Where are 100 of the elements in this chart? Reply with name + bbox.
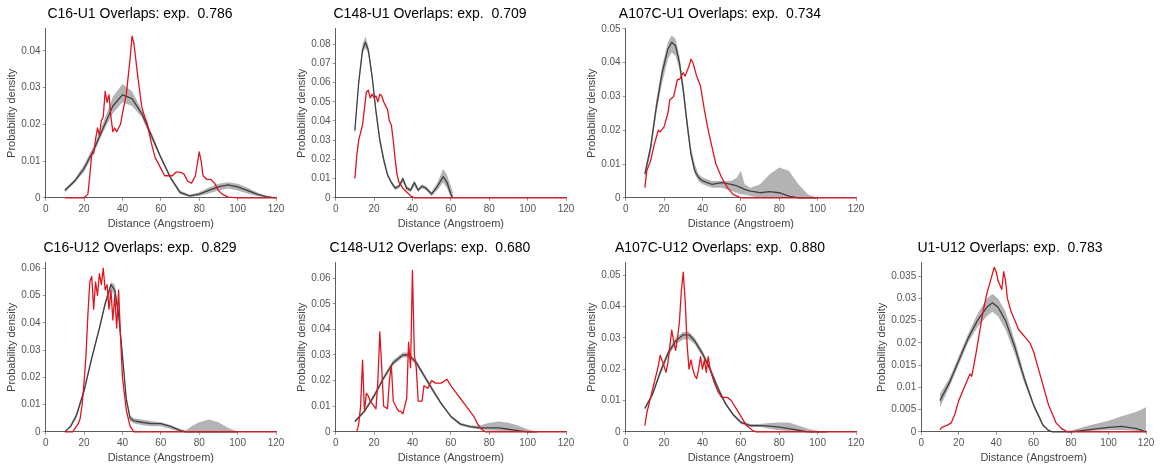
chart-title: A107C-U12 Overlaps: exp. 0.880 — [614, 239, 826, 256]
x-tick-label: 40 — [406, 436, 419, 448]
x-axis-title: Distance (Angstroem) — [397, 217, 505, 230]
y-tick-label: 0.04 — [21, 44, 42, 56]
y-axis-title: Probability density — [584, 68, 597, 158]
x-tick-label: 100 — [229, 436, 247, 448]
y-tick-label: 0.01 — [601, 157, 622, 169]
x-tick-label: 120 — [847, 202, 865, 214]
x-tick-label: 100 — [1100, 436, 1118, 448]
y-tick-label: 0.04 — [601, 300, 622, 312]
x-axis-title: Distance (Angstroem) — [980, 451, 1087, 464]
x-tick-label: 60 — [735, 436, 747, 448]
x-tick-label: 0 — [918, 436, 925, 448]
x-tick-label: 60 — [445, 202, 457, 214]
y-tick-label: 0.015 — [891, 358, 917, 370]
y-tick-label: 0.07 — [311, 57, 332, 69]
x-tick-label: 20 — [658, 202, 671, 214]
chart-title: U1-U12 Overlaps: exp. 0.783 — [917, 239, 1103, 256]
x-tick-label: 100 — [519, 202, 537, 214]
y-tick-label: 0.03 — [21, 81, 42, 93]
x-tick-label: 60 — [445, 436, 457, 448]
x-tick-label: 120 — [557, 436, 575, 448]
y-tick-label: 0.03 — [21, 343, 42, 355]
y-axis-title: Probability density — [874, 302, 887, 392]
x-axis-title: Distance (Angstroem) — [107, 217, 215, 230]
x-tick-label: 100 — [519, 436, 537, 448]
y-tick-label: 0.04 — [21, 316, 42, 328]
x-axis-title: Distance (Angstroem) — [397, 451, 505, 464]
y-tick-label: 0.05 — [311, 297, 332, 309]
chart-title: C148-U1 Overlaps: exp. 0.709 — [333, 5, 527, 22]
x-tick-label: 120 — [557, 202, 575, 214]
y-tick-label: 0 — [615, 425, 622, 437]
y-tick-label: 0 — [35, 191, 42, 203]
y-tick-label: 0.035 — [891, 269, 917, 281]
y-tick-label: 0.02 — [311, 153, 332, 165]
x-tick-label: 80 — [483, 202, 496, 214]
x-tick-label: 20 — [368, 202, 381, 214]
y-axis-title: Probability density — [4, 302, 17, 392]
y-tick-label: 0.03 — [311, 133, 332, 145]
y-tick-label: 0.05 — [601, 22, 622, 34]
y-tick-label: 0 — [910, 425, 917, 437]
x-tick-label: 40 — [696, 202, 709, 214]
y-axis-title: Probability density — [294, 302, 307, 392]
x-tick-label: 100 — [809, 436, 827, 448]
y-tick-label: 0.02 — [896, 336, 917, 348]
x-tick-label: 20 — [368, 436, 381, 448]
x-tick-label: 20 — [78, 436, 91, 448]
chart-title: A107C-U1 Overlaps: exp. 0.734 — [618, 5, 822, 22]
x-tick-label: 60 — [155, 436, 167, 448]
x-tick-label: 80 — [193, 202, 206, 214]
x-tick-label: 20 — [658, 436, 671, 448]
y-tick-label: 0 — [325, 191, 332, 203]
y-tick-label: 0.06 — [311, 271, 332, 283]
y-tick-label: 0.04 — [311, 114, 332, 126]
y-tick-label: 0 — [325, 425, 332, 437]
x-tick-label: 60 — [735, 202, 747, 214]
y-tick-label: 0.01 — [601, 394, 622, 406]
y-tick-label: 0.05 — [601, 269, 622, 281]
y-tick-label: 0.01 — [311, 399, 332, 411]
y-tick-label: 0.08 — [311, 37, 332, 49]
y-axis-title: Probability density — [4, 68, 17, 158]
y-tick-label: 0.02 — [311, 374, 332, 386]
chart-title: C148-U12 Overlaps: exp. 0.680 — [329, 239, 531, 256]
y-tick-label: 0.01 — [21, 154, 42, 166]
y-tick-label: 0.04 — [601, 56, 622, 68]
y-tick-label: 0.025 — [891, 314, 917, 326]
y-tick-label: 0.03 — [896, 292, 917, 304]
y-tick-label: 0.01 — [21, 398, 42, 410]
x-tick-label: 80 — [773, 202, 786, 214]
x-tick-label: 120 — [1137, 436, 1155, 448]
x-tick-label: 100 — [809, 202, 827, 214]
y-tick-label: 0.02 — [601, 123, 622, 135]
x-tick-label: 120 — [847, 436, 865, 448]
x-tick-label: 40 — [990, 436, 1003, 448]
x-tick-label: 60 — [155, 202, 167, 214]
x-axis-title: Distance (Angstroem) — [107, 451, 215, 464]
x-axis-title: Distance (Angstroem) — [687, 217, 795, 230]
x-tick-label: 120 — [267, 202, 285, 214]
x-tick-label: 80 — [773, 436, 786, 448]
y-tick-label: 0 — [35, 425, 42, 437]
y-tick-label: 0.02 — [21, 118, 42, 130]
x-tick-label: 80 — [193, 436, 206, 448]
y-tick-label: 0.06 — [21, 262, 42, 273]
y-tick-label: 0.03 — [601, 90, 622, 102]
x-tick-label: 120 — [267, 436, 285, 448]
x-tick-label: 40 — [406, 202, 419, 214]
y-tick-label: 0.005 — [891, 403, 917, 415]
y-axis-title: Probability density — [294, 68, 307, 158]
x-tick-label: 60 — [1028, 436, 1040, 448]
x-tick-label: 20 — [78, 202, 91, 214]
x-tick-label: 80 — [483, 436, 496, 448]
chart-title: C16-U1 Overlaps: exp. 0.786 — [47, 5, 233, 22]
y-tick-label: 0.01 — [896, 381, 917, 393]
y-tick-label: 0.02 — [21, 371, 42, 383]
y-tick-label: 0.03 — [601, 331, 622, 343]
x-axis-title: Distance (Angstroem) — [687, 451, 795, 464]
y-tick-label: 0.01 — [311, 172, 332, 184]
y-tick-label: 0.06 — [311, 76, 332, 88]
x-tick-label: 40 — [696, 436, 709, 448]
x-tick-label: 20 — [953, 436, 965, 448]
